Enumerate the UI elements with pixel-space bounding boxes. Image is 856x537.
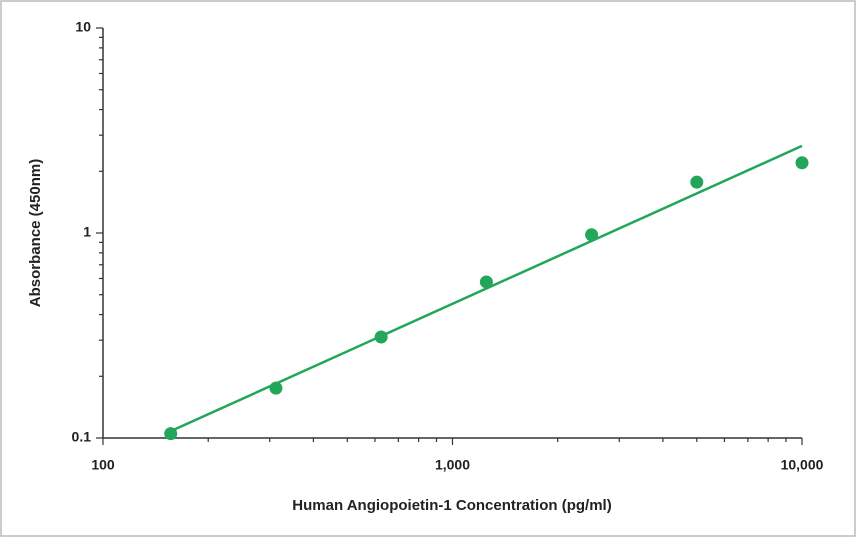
data-point xyxy=(164,427,178,441)
data-point xyxy=(269,381,283,395)
y-tick-label: 1 xyxy=(83,224,91,240)
data-point xyxy=(690,175,704,189)
data-point xyxy=(795,156,809,170)
data-point xyxy=(585,228,599,242)
x-tick-label: 100 xyxy=(91,457,115,473)
x-tick-label: 1,000 xyxy=(435,457,470,473)
data-point xyxy=(374,330,388,344)
y-tick-label: 0.1 xyxy=(72,429,92,445)
x-axis-label: Human Angiopoietin-1 Concentration (pg/m… xyxy=(292,497,611,514)
data-point xyxy=(479,275,493,289)
x-tick-label: 10,000 xyxy=(781,457,824,473)
y-axis-label: Absorbance (450nm) xyxy=(27,159,44,307)
y-tick-label: 10 xyxy=(75,19,91,35)
